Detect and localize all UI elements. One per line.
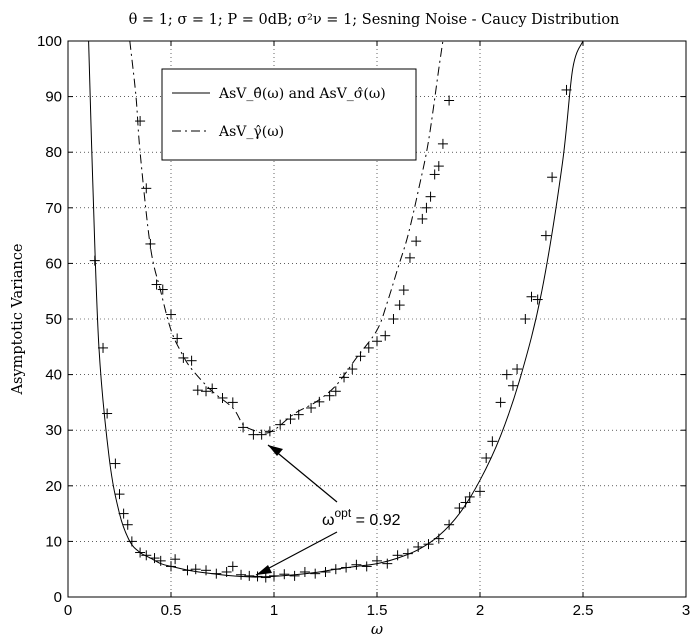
x-tick-label: 0 (64, 602, 72, 619)
x-tick-label: 1 (270, 602, 278, 619)
x-tick-label: 1.5 (367, 602, 388, 619)
y-tick-label: 90 (45, 89, 62, 106)
y-tick-label: 100 (37, 33, 62, 50)
chart-title: θ = 1; σ = 1; P = 0dB; σ²ν = 1; Sesning … (129, 12, 620, 28)
legend-box (162, 69, 416, 160)
x-tick-label: 0.5 (161, 602, 182, 619)
y-tick-label: 60 (45, 255, 62, 272)
y-tick-label: 80 (45, 144, 62, 161)
y-tick-label: 50 (45, 311, 62, 328)
y-axis-label: Asymptotic Variance (10, 244, 26, 396)
legend-label-gamma: AsV_γ̂(ω) (218, 124, 284, 140)
legend-label-theta-sigma: AsV_θ̂(ω) and AsV_σ̂(ω) (218, 86, 386, 102)
y-tick-label: 20 (45, 478, 62, 495)
x-tick-label: 2 (476, 602, 484, 619)
x-axis-label: ω (371, 620, 383, 638)
legend: AsV_θ̂(ω) and AsV_σ̂(ω) AsV_γ̂(ω) (162, 69, 416, 160)
y-tick-label: 70 (45, 200, 62, 217)
y-tick-label: 30 (45, 422, 62, 439)
x-tick-label: 3 (682, 602, 690, 619)
y-tick-label: 40 (45, 367, 62, 384)
x-tick-label: 2.5 (573, 602, 594, 619)
y-tick-label: 0 (54, 589, 62, 606)
y-tick-label: 10 (45, 533, 62, 550)
